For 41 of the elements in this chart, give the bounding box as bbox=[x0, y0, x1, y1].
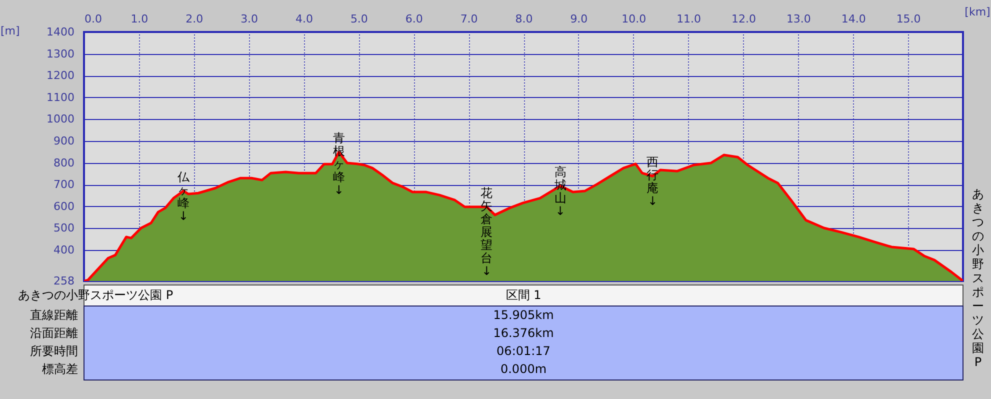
y-tick-label: 1200 bbox=[46, 69, 74, 82]
x-tick-label: 8.0 bbox=[515, 12, 533, 26]
x-tick-label: 7.0 bbox=[460, 12, 478, 26]
x-tick-label: 6.0 bbox=[405, 12, 423, 26]
x-tick-label: 13.0 bbox=[786, 12, 811, 26]
x-tick-label: 0.0 bbox=[84, 12, 102, 26]
text: 直線距離 bbox=[30, 308, 78, 322]
x-tick-label: 4.0 bbox=[296, 12, 313, 26]
x-tick-label: 2.0 bbox=[186, 12, 204, 26]
x-tick-label: 11.0 bbox=[676, 12, 702, 26]
x-tick-label: 14.0 bbox=[841, 12, 866, 26]
x-tick-label: 9.0 bbox=[570, 12, 588, 26]
x-tick-label: 10.0 bbox=[622, 12, 646, 26]
y-tick-label: 700 bbox=[54, 178, 74, 192]
y-tick-label: 400 bbox=[54, 244, 74, 257]
text: あきつの小野スポーツ公園 P bbox=[972, 187, 984, 369]
text: 標高差 bbox=[42, 362, 78, 376]
text: 所要時間 bbox=[30, 344, 78, 358]
y-tick-label: 1400 bbox=[46, 26, 74, 38]
x-tick-label: 3.0 bbox=[240, 12, 258, 26]
y-tick-label: 500 bbox=[54, 222, 74, 235]
x-tick-label: 12.0 bbox=[732, 12, 756, 26]
text: 16.376km bbox=[493, 326, 554, 340]
y-tick-label: 1100 bbox=[46, 90, 74, 104]
text: 0.000m bbox=[500, 362, 547, 376]
y-tick-label: 900 bbox=[54, 134, 74, 148]
y-tick-label: 1000 bbox=[46, 112, 74, 126]
x-tick-label: 15.0 bbox=[896, 12, 921, 26]
y-tick-label: 600 bbox=[54, 200, 74, 213]
x-tick-label: 1.0 bbox=[130, 12, 148, 26]
text: 06:01:17 bbox=[496, 344, 550, 358]
y-axis-title: [m] bbox=[0, 24, 20, 38]
y-tick-label: 1300 bbox=[46, 47, 74, 60]
y-tick-label: 800 bbox=[54, 156, 74, 170]
y-tick-label: 258 bbox=[54, 274, 74, 288]
text: 沿面距離 bbox=[30, 326, 78, 340]
annotation: 高城山↓ bbox=[553, 164, 566, 218]
x-tick-label: 5.0 bbox=[350, 12, 368, 26]
x-axis-title: [km] bbox=[964, 6, 990, 18]
text: 15.905km bbox=[493, 308, 554, 322]
text: 区間 1 bbox=[506, 288, 542, 302]
